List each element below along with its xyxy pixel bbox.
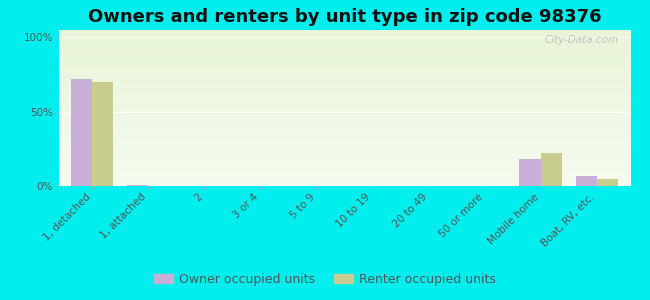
Bar [71,79,92,186]
Bar [541,153,562,186]
Bar [597,178,618,186]
Text: City-Data.com: City-Data.com [545,35,619,45]
Bar [127,184,148,186]
Bar [575,176,597,186]
Legend: Owner occupied units, Renter occupied units: Owner occupied units, Renter occupied un… [149,268,501,291]
Bar [92,82,114,186]
Bar [519,159,541,186]
Title: Owners and renters by unit type in zip code 98376: Owners and renters by unit type in zip c… [88,8,601,26]
